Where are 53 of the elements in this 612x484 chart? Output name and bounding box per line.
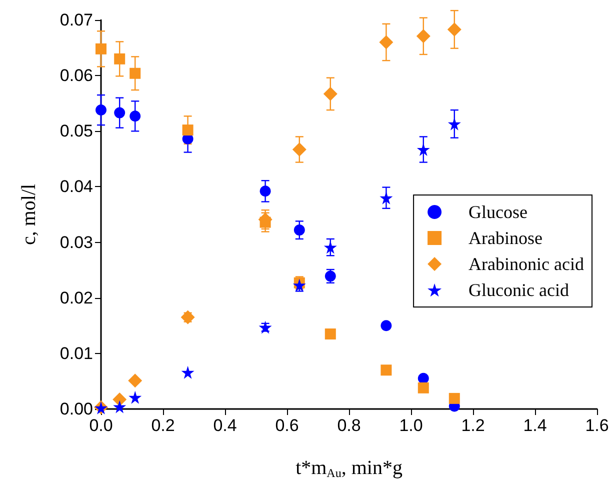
x-tick-label: 1.4	[523, 416, 547, 435]
x-tick-label: 0.8	[337, 416, 361, 435]
point	[260, 186, 271, 197]
y-axis-title: c, mol/l	[18, 184, 40, 246]
point	[113, 400, 126, 414]
x-tick-label: 0.6	[275, 416, 299, 435]
point	[114, 107, 126, 118]
y-tick-label: 0.04	[60, 177, 93, 196]
y-tick-label: 0.01	[60, 344, 93, 363]
point	[418, 372, 429, 384]
legend-label: Glucose	[468, 202, 528, 222]
x-tick-label: 1.6	[585, 416, 609, 435]
point	[324, 240, 337, 254]
point	[128, 390, 142, 404]
x-tick-label: 0.0	[89, 416, 113, 435]
point	[447, 22, 462, 36]
y-tick-label: 0.03	[60, 232, 93, 252]
point	[448, 392, 460, 404]
point	[380, 320, 392, 332]
y-tick-label: 0.00	[60, 400, 93, 418]
point	[323, 86, 338, 101]
point	[114, 53, 126, 64]
y-tick-label: 0.06	[60, 66, 93, 86]
y-tick-label: 0.07	[60, 10, 93, 30]
point	[379, 35, 394, 50]
point	[448, 117, 461, 130]
legend-label: Arabinonic acid	[468, 254, 584, 274]
point	[180, 310, 195, 324]
point	[182, 124, 194, 136]
point	[181, 366, 194, 379]
x-tick-label: 0.4	[213, 416, 237, 435]
point	[416, 142, 430, 156]
point	[380, 191, 393, 204]
point	[96, 104, 106, 116]
point	[128, 374, 142, 388]
point	[112, 392, 127, 407]
point	[380, 364, 392, 376]
point	[130, 68, 141, 79]
point	[96, 43, 106, 54]
point	[418, 382, 429, 394]
point	[416, 29, 430, 44]
point	[324, 328, 336, 340]
legend-label: Gluconic acid	[468, 280, 570, 300]
x-tick-label: 0.2	[151, 416, 175, 435]
x-tick-label: 1.0	[399, 416, 423, 435]
legend-label: Arabinose	[468, 228, 543, 248]
y-tick-label: 0.05	[60, 122, 93, 141]
point	[130, 110, 141, 122]
y-tick-label: 0.02	[60, 288, 93, 308]
point	[294, 224, 305, 236]
point	[324, 270, 336, 282]
point	[292, 142, 306, 156]
x-tick-label: 1.2	[461, 416, 485, 435]
